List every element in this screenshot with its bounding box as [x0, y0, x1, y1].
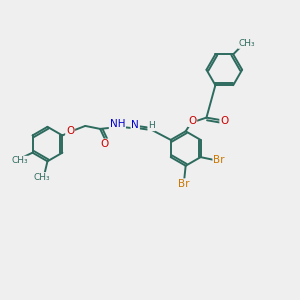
Text: Br: Br	[178, 179, 190, 189]
Text: O: O	[220, 116, 228, 126]
Text: H: H	[148, 122, 155, 130]
Text: Br: Br	[213, 155, 225, 165]
Text: CH₃: CH₃	[11, 157, 28, 166]
Text: CH₃: CH₃	[238, 39, 255, 48]
Text: NH: NH	[110, 119, 125, 129]
Text: O: O	[188, 116, 196, 126]
Text: O: O	[101, 140, 109, 149]
Text: CH₃: CH₃	[33, 173, 50, 182]
Text: N: N	[131, 120, 139, 130]
Text: O: O	[66, 126, 74, 136]
